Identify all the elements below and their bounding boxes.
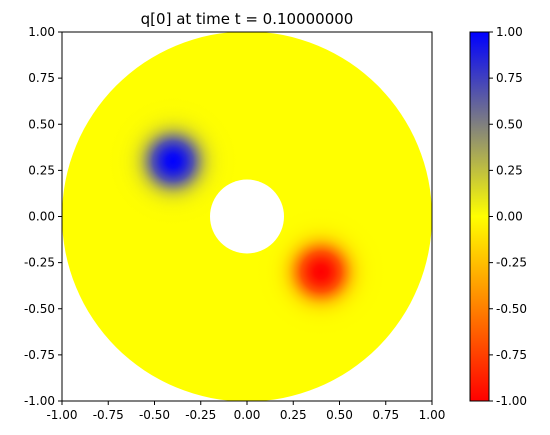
- x-tick-label: -0.50: [139, 408, 170, 422]
- y-tick-label: -0.25: [24, 256, 55, 270]
- x-tick-label: 0.25: [280, 408, 307, 422]
- x-tick-label: 1.00: [419, 408, 446, 422]
- colorbar-tick-label: 0.75: [496, 71, 523, 85]
- chart-title: q[0] at time t = 0.10000000: [141, 10, 354, 28]
- colorbar-tick-label: 0.25: [496, 163, 523, 177]
- colorbar: -1.00 -0.75 -0.50 -0.25 0.00 0.25 0.50 0.75 1.00: [469, 25, 527, 408]
- y-tick-label: -0.75: [24, 348, 55, 362]
- colorbar-tick-label: -0.75: [496, 348, 527, 362]
- y-tick-label: 0.50: [28, 117, 55, 131]
- colorbar-tick-label: -1.00: [496, 394, 527, 408]
- colorbar-tick-label: 1.00: [496, 25, 523, 39]
- colorbar-ticks: -1.00 -0.75 -0.50 -0.25 0.00 0.25 0.50 0.75 1.00: [489, 25, 527, 408]
- y-tick-label: 0.00: [28, 210, 55, 224]
- feature-1: [254, 205, 388, 339]
- plot-area: [62, 32, 432, 401]
- x-tick-label: 0.75: [372, 408, 399, 422]
- y-tick-label: 0.25: [28, 163, 55, 177]
- y-tick-label: 0.75: [28, 71, 55, 85]
- y-tick-label: 1.00: [28, 25, 55, 39]
- colorbar-tick-label: -0.25: [496, 256, 527, 270]
- x-axis: -1.00 -0.75 -0.50 -0.25 0.00 0.25 0.50 0.75 1.00: [46, 401, 445, 422]
- x-tick-label: 0.50: [326, 408, 353, 422]
- colorbar-gradient: [469, 31, 490, 402]
- x-tick-label: -0.25: [185, 408, 216, 422]
- y-tick-label: -0.50: [24, 302, 55, 316]
- y-tick-label: -1.00: [24, 394, 55, 408]
- colorbar-tick-label: 0.00: [496, 210, 523, 224]
- colorbar-tick-label: 0.50: [496, 117, 523, 131]
- field-features: [106, 94, 388, 339]
- feature-0: [106, 94, 240, 228]
- x-tick-label: -0.75: [93, 408, 124, 422]
- y-axis: -1.00 -0.75 -0.50 -0.25 0.00 0.25 0.50 0.75 1.00: [24, 25, 62, 408]
- x-tick-label: -1.00: [46, 408, 77, 422]
- x-tick-label: 0.00: [234, 408, 261, 422]
- colorbar-tick-label: -0.50: [496, 302, 527, 316]
- annulus-hole: [210, 179, 284, 254]
